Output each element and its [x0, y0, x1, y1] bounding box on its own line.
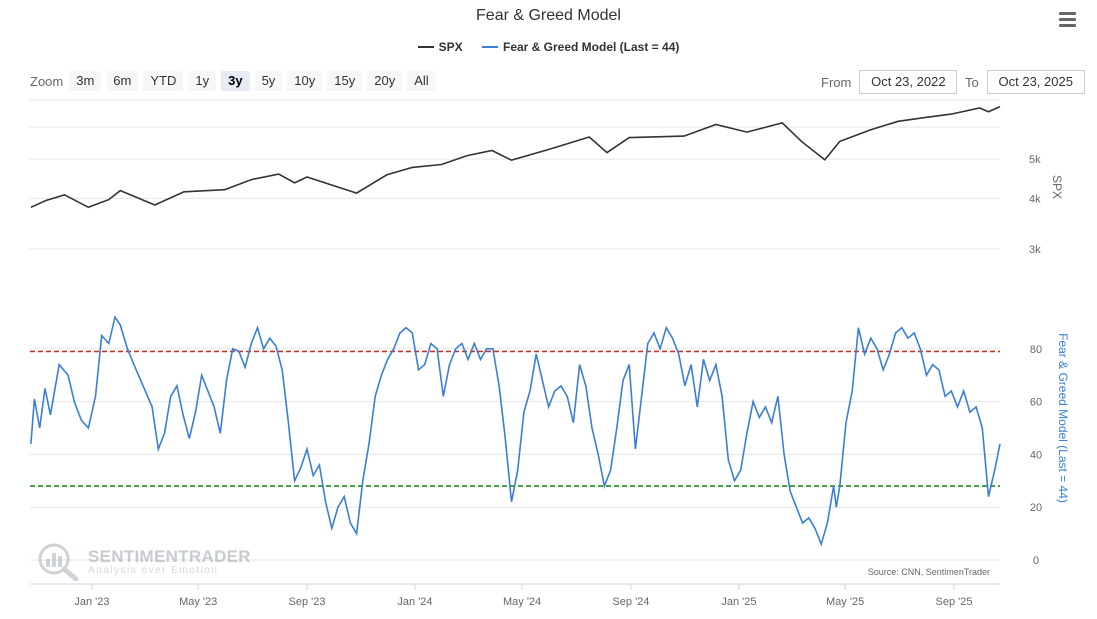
- zoom-label: Zoom: [30, 73, 64, 89]
- chart-legend: SPX Fear & Greed Model (Last = 44): [0, 37, 1097, 54]
- range-to-label: To: [965, 74, 979, 90]
- fear-greed-tick-label: 80: [1030, 344, 1042, 356]
- fear-greed-tick-label: 20: [1030, 502, 1042, 514]
- fear-greed-y-axis: 0 20 40 60 80: [1030, 344, 1042, 567]
- zoom-button-1y[interactable]: 1y: [188, 71, 217, 91]
- fear-greed-tick-label: 40: [1030, 449, 1042, 461]
- legend-swatch-fear-greed: [481, 46, 498, 48]
- spx-gridlines: [30, 99, 1000, 250]
- x-axis: Jan '23 May '23 Sep '23 Jan '24 May '24 Sep '…: [74, 584, 972, 608]
- zoom-button-5y[interactable]: 5y: [254, 71, 283, 91]
- range-to-input[interactable]: [986, 70, 1085, 94]
- zoom-button-3m[interactable]: 3m: [69, 71, 102, 91]
- fear-greed-axis-title: Fear & Greed Model (Last = 44): [1056, 333, 1070, 503]
- spx-tick-label: 5k: [1029, 154, 1041, 166]
- x-tick-label: Jan '23: [74, 596, 109, 608]
- watermark-tagline: Analysis over Emotion: [88, 564, 219, 576]
- zoom-button-ytd[interactable]: YTD: [143, 71, 184, 91]
- hamburger-menu-icon[interactable]: [1057, 12, 1079, 32]
- legend-label-fear-greed: Fear & Greed Model (Last = 44): [502, 40, 680, 54]
- fear-greed-tick-label: 60: [1030, 397, 1042, 409]
- spx-axis-title: SPX: [1050, 175, 1064, 199]
- sentimentrader-watermark: SENTIMENTRADER Analysis over Emotion: [34, 541, 251, 581]
- x-tick-label: Jan '25: [721, 596, 756, 608]
- fear-greed-series-line: [30, 315, 1001, 547]
- range-from-label: From: [821, 74, 852, 90]
- watermark-brand: SENTIMENTRADER: [88, 546, 251, 566]
- legend-swatch-spx: [417, 46, 434, 48]
- fear-greed-tick-label: 0: [1033, 555, 1039, 567]
- spx-tick-label: 4k: [1029, 193, 1041, 205]
- range-from: From: [821, 70, 958, 94]
- fear-greed-gridlines: [30, 348, 1000, 561]
- zoom-button-10y[interactable]: 10y: [287, 71, 323, 91]
- x-tick-label: May '24: [503, 596, 541, 608]
- chart-title: Fear & Greed Model: [476, 7, 621, 24]
- zoom-controls: Zoom 3m 6m YTD 1y 3y 5y 10y 15y 20y All: [30, 71, 441, 91]
- zoom-button-all[interactable]: All: [407, 71, 436, 91]
- x-tick-label: May '25: [826, 596, 864, 608]
- legend-item-fear-greed[interactable]: Fear & Greed Model (Last = 44): [481, 40, 680, 54]
- x-tick-label: May '23: [179, 596, 217, 608]
- zoom-button-6m[interactable]: 6m: [106, 71, 139, 91]
- spx-tick-label: 3k: [1029, 244, 1041, 256]
- x-tick-label: Jan '24: [397, 596, 432, 608]
- range-to: To: [965, 70, 1085, 94]
- x-tick-label: Sep '23: [289, 596, 326, 608]
- legend-label-spx: SPX: [438, 40, 463, 54]
- source-credit: Source: CNN, SentimenTrader: [867, 567, 990, 577]
- zoom-button-20y[interactable]: 20y: [367, 71, 403, 91]
- zoom-button-3y[interactable]: 3y: [221, 71, 250, 91]
- range-from-input[interactable]: [859, 70, 958, 94]
- magnifier-logo-icon: [38, 543, 79, 581]
- zoom-button-15y[interactable]: 15y: [327, 71, 363, 91]
- spx-series-line: [30, 105, 1001, 209]
- spx-y-axis: 3k 4k 5k: [1029, 154, 1041, 256]
- x-tick-label: Sep '25: [935, 596, 972, 608]
- legend-item-spx[interactable]: SPX: [417, 40, 463, 54]
- x-tick-label: Sep '24: [612, 596, 649, 608]
